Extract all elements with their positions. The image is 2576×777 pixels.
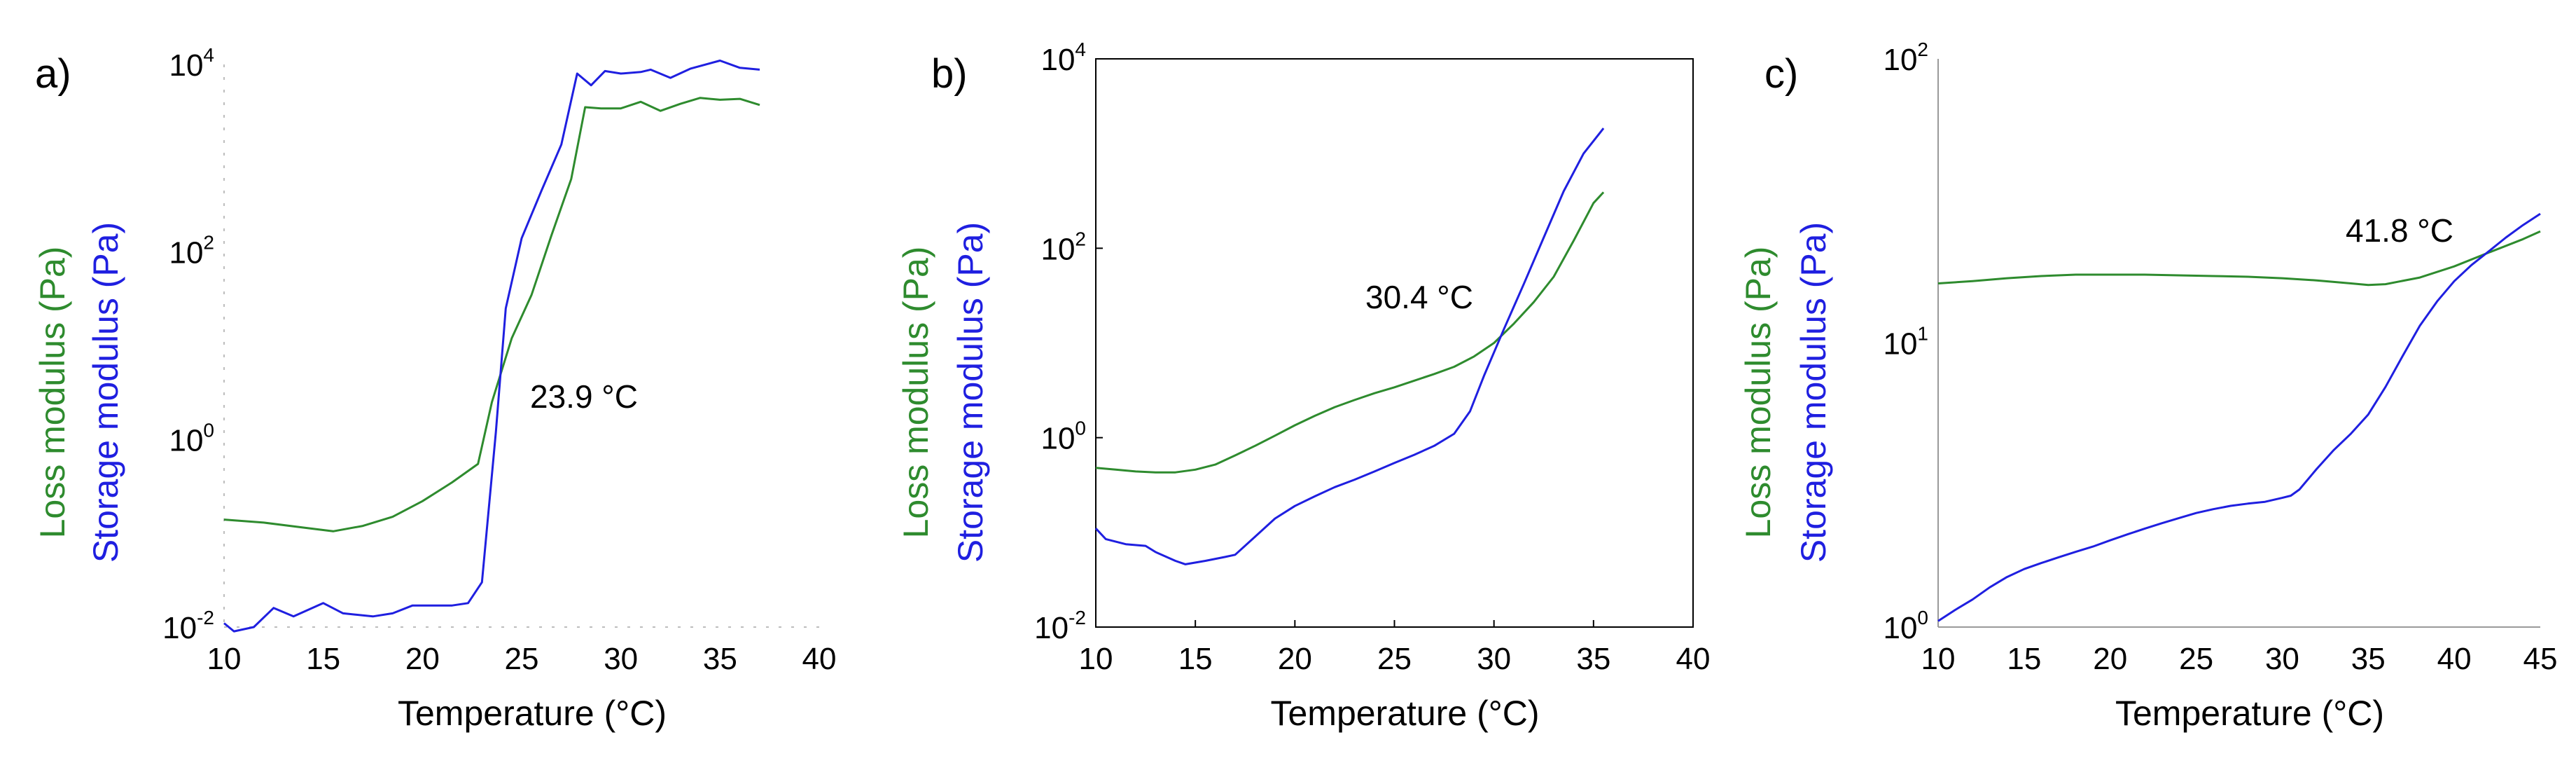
storage-modulus-line xyxy=(1094,128,1605,565)
crossover-annotation: 41.8 °C xyxy=(2346,212,2453,249)
x-axis-label: Temperature (°C) xyxy=(2115,694,2384,733)
x-tick-label: 15 xyxy=(2007,642,2041,676)
panel-label: c) xyxy=(1764,51,1798,97)
loss-modulus-line xyxy=(223,97,760,532)
x-tick-label: 40 xyxy=(2437,642,2472,676)
x-tick-label: 15 xyxy=(306,642,340,676)
y-tick-label: 104 xyxy=(169,44,214,83)
storage-modulus-line xyxy=(1937,212,2541,622)
y-tick-label: 101 xyxy=(1883,323,1928,362)
panel-label: a) xyxy=(35,51,71,97)
y-axis-label-storage: Storage modulus (Pa) xyxy=(951,222,990,563)
x-tick-label: 30 xyxy=(604,642,638,676)
y-tick-label: 100 xyxy=(1883,607,1928,645)
chart-panel-c: 10 15 20 25 30 35 40 45 100 101 102 Temperature (°C… xyxy=(1739,39,2557,733)
x-axis-label: Temperature (°C) xyxy=(398,694,667,733)
x-tick-label: 25 xyxy=(2179,642,2213,676)
y-tick-label: 100 xyxy=(1040,418,1086,456)
y-axis-label-loss: Loss modulus (Pa) xyxy=(33,247,72,539)
x-tick-label: 30 xyxy=(2265,642,2299,676)
y-axis-label-storage: Storage modulus (Pa) xyxy=(86,222,125,563)
x-tick-label: 30 xyxy=(1477,642,1511,676)
panel-label: b) xyxy=(931,51,968,97)
x-tick-label: 20 xyxy=(1278,642,1312,676)
x-tick-label: 25 xyxy=(1377,642,1412,676)
x-axis-label: Temperature (°C) xyxy=(1271,694,1540,733)
storage-modulus-line xyxy=(223,60,760,633)
loss-modulus-line xyxy=(1937,230,2541,287)
y-axis-label-storage: Storage modulus (Pa) xyxy=(1794,222,1833,563)
crossover-annotation: 23.9 °C xyxy=(530,378,638,415)
x-tick-label: 10 xyxy=(1921,642,1956,676)
y-axis-label-loss: Loss modulus (Pa) xyxy=(896,247,935,539)
x-tick-label: 10 xyxy=(1079,642,1113,676)
x-tick-label: 15 xyxy=(1178,642,1213,676)
y-tick-label: 10-2 xyxy=(1034,607,1086,645)
plot-frame xyxy=(1095,58,1694,628)
y-tick-label: 102 xyxy=(1883,39,1928,77)
y-axis-label-loss: Loss modulus (Pa) xyxy=(1739,247,1778,539)
x-tick-label: 20 xyxy=(2093,642,2127,676)
x-tick-label: 35 xyxy=(703,642,737,676)
y-tick-label: 102 xyxy=(1040,228,1086,266)
x-tick-label: 35 xyxy=(2351,642,2386,676)
crossover-annotation: 30.4 °C xyxy=(1365,279,1473,315)
y-tick-label: 100 xyxy=(169,419,214,458)
x-tick-label: 45 xyxy=(2523,642,2558,676)
y-tick-label: 102 xyxy=(169,232,214,270)
x-tick-label: 25 xyxy=(505,642,539,676)
x-tick-label: 40 xyxy=(1676,642,1711,676)
y-tick-label: 10-2 xyxy=(162,607,214,645)
chart-panel-b: 10 15 20 25 30 35 40 10-2 100 102 104 Temperature (… xyxy=(896,39,1710,733)
x-tick-label: 40 xyxy=(802,642,837,676)
chart-panel-a: 10 15 20 25 30 35 40 10-2 100 102 104 Temperature (… xyxy=(33,44,836,733)
y-tick-label: 104 xyxy=(1040,39,1086,77)
loss-modulus-line xyxy=(1095,191,1605,474)
x-tick-label: 35 xyxy=(1576,642,1610,676)
x-tick-label: 10 xyxy=(207,642,242,676)
x-tick-label: 20 xyxy=(405,642,440,676)
